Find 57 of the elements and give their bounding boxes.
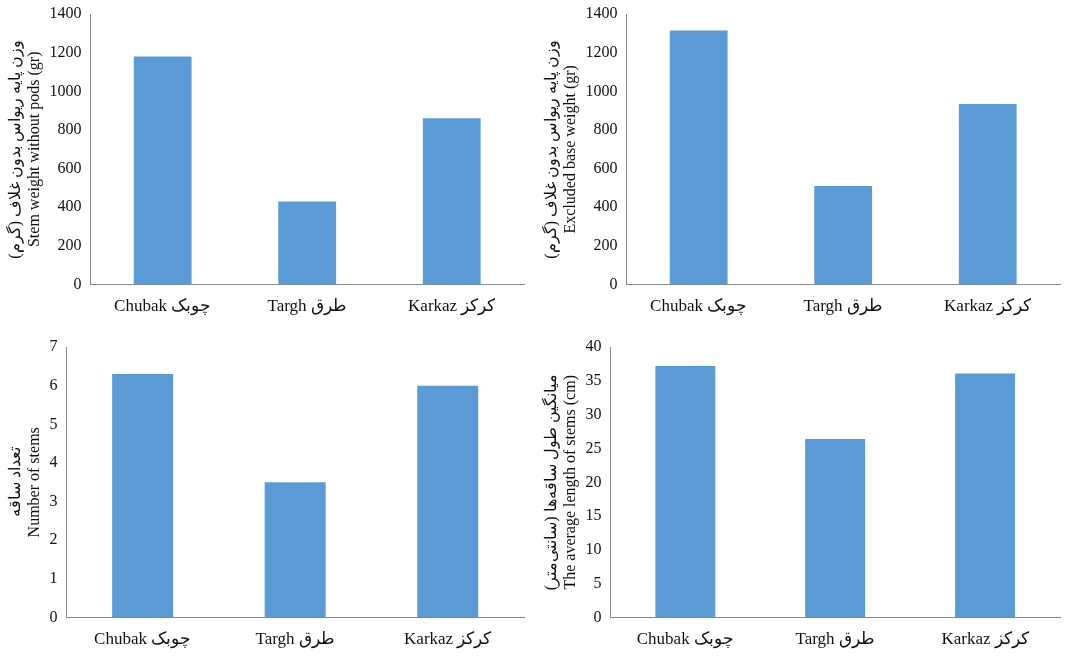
y-tick-label: 1400 [49,4,82,22]
y-tick-label: 1 [49,569,58,587]
bar [655,365,716,618]
x-tick-label: Karkaz کرکز [944,296,1033,317]
x-tick-label: Targh طرق [255,629,335,650]
bar [422,118,481,285]
y-tick-label: 400 [593,197,618,215]
y-tick-label: 0 [73,274,82,292]
y-tick-label: 25 [585,438,602,456]
y-tick-label: 1200 [49,42,82,60]
y-tick-label: 20 [585,472,602,490]
y-tick-label: 200 [593,236,618,254]
x-tick-label: Targh طرق [803,296,883,317]
y-tick-label: 1400 [585,4,618,22]
bar [669,30,728,285]
bar [955,373,1016,618]
y-tick-label: 4 [49,453,58,471]
bar [278,201,337,285]
bar [133,56,192,285]
x-tick-label: Chubak چوبک [114,296,212,317]
y-tick-label: 10 [585,540,602,558]
y-tick-label: 15 [585,506,602,524]
y-tick-label: 7 [49,337,58,355]
x-tick-label: Karkaz کرکز [404,629,493,650]
y-tick-label: 35 [585,371,602,389]
x-tick-label: Karkaz کرکز [408,296,497,317]
x-tick-label: Targh طرق [795,629,875,650]
y-tick-label: 0 [593,607,602,625]
x-tick-label: Targh طرق [267,296,347,317]
y-tick-label: 600 [57,158,82,176]
x-tick-label: Chubak چوبک [94,629,192,650]
y-tick-label: 0 [609,274,618,292]
bar [417,385,479,618]
y-tick-label: 200 [57,236,82,254]
y-tick-label: 3 [49,491,58,509]
y-tick-label: 40 [585,337,602,355]
y-tick-label: 6 [49,375,58,393]
bar [112,374,174,618]
y-tick-label: 600 [593,158,618,176]
bar [264,482,326,618]
bar [814,186,873,285]
y-tick-label: 2 [49,530,58,548]
x-tick-label: Chubak چوبک [636,629,734,650]
y-tick-label: 1200 [585,42,618,60]
bar [958,103,1017,285]
y-tick-label: 30 [585,404,602,422]
bar [805,439,866,618]
y-tick-label: 1000 [585,81,618,99]
y-tick-label: 800 [593,120,618,138]
x-tick-label: Chubak چوبک [650,296,748,317]
y-tick-label: 5 [49,414,58,432]
y-tick-label: 0 [49,607,58,625]
y-tick-label: 400 [57,197,82,215]
x-tick-label: Karkaz کرکز [941,629,1030,650]
y-tick-label: 5 [593,573,602,591]
y-tick-label: 800 [57,120,82,138]
y-tick-label: 1000 [49,81,82,99]
